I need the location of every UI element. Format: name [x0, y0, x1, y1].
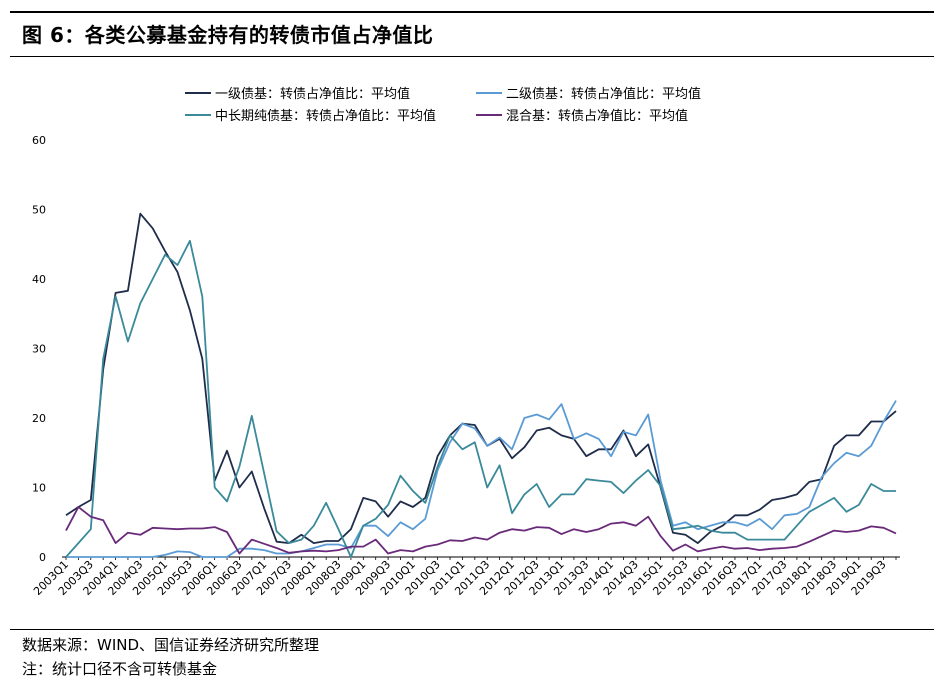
series-line-3: [65, 239, 896, 558]
footer-rule: [10, 629, 934, 630]
x-axis: 2003Q12003Q32004Q12004Q32005Q12005Q32006…: [31, 556, 900, 598]
title-rule: [10, 56, 934, 57]
legend-label-1: 一级债基：转债占净值比：平均值: [215, 86, 410, 102]
y-tick-label: 20: [32, 412, 46, 425]
footnote: 注：统计口径不含可转债基金: [22, 660, 218, 678]
data-source: 数据来源：WIND、国信证券经济研究所整理: [22, 636, 320, 654]
legend-label-4: 混合基：转债占净值比：平均值: [506, 108, 688, 124]
series-line-4: [65, 506, 897, 555]
y-tick-label: 60: [32, 134, 46, 147]
y-axis: 0 10 20 30 40 50 60: [32, 134, 46, 564]
series-line-1: [65, 212, 897, 545]
y-tick-label: 40: [32, 273, 46, 286]
y-tick-label: 30: [32, 343, 46, 356]
plot-lines: [65, 212, 897, 558]
line-chart: 一级债基：转债占净值比：平均值 二级债基：转债占净值比：平均值中长期纯债基：转债占…: [31, 86, 900, 598]
legend: 一级债基：转债占净值比：平均值 二级债基：转债占净值比：平均值中长期纯债基：转债占…: [185, 86, 701, 124]
y-tick-label: 0: [39, 551, 46, 564]
legend-label-3: 中长期纯债基：转债占净值比：平均值: [215, 108, 436, 124]
y-tick-label: 50: [32, 204, 46, 217]
series-line-2: [66, 400, 897, 558]
y-tick-label: 10: [32, 482, 46, 495]
figure-title: 图 6：各类公募基金持有的转债市值占净值比: [22, 23, 434, 47]
legend-label-2: 二级债基：转债占净值比：平均值: [506, 86, 701, 102]
top-rule: [10, 11, 934, 13]
